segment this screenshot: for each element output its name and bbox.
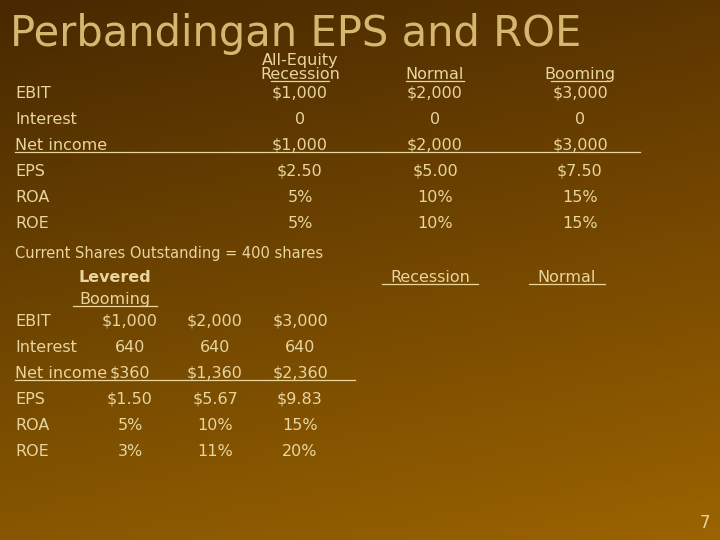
Text: 11%: 11% [197, 444, 233, 459]
Text: Recession: Recession [260, 67, 340, 82]
Text: 640: 640 [285, 340, 315, 355]
Text: $9.83: $9.83 [277, 392, 323, 407]
Text: $1.50: $1.50 [107, 392, 153, 407]
Text: Booming: Booming [544, 67, 616, 82]
Text: All-Equity: All-Equity [261, 53, 338, 68]
Text: 0: 0 [430, 112, 440, 127]
Text: $3,000: $3,000 [272, 314, 328, 329]
Text: $5.67: $5.67 [192, 392, 238, 407]
Text: ROA: ROA [15, 418, 50, 433]
Text: 5%: 5% [117, 418, 143, 433]
Text: Levered: Levered [78, 270, 151, 285]
Text: EBIT: EBIT [15, 86, 50, 101]
Text: 5%: 5% [287, 190, 312, 205]
Text: $2,000: $2,000 [407, 138, 463, 153]
Text: $2,000: $2,000 [187, 314, 243, 329]
Text: Current Shares Outstanding = 400 shares: Current Shares Outstanding = 400 shares [15, 246, 323, 261]
Text: $2.50: $2.50 [277, 164, 323, 179]
Text: Perbandingan EPS and ROE: Perbandingan EPS and ROE [10, 13, 581, 55]
Text: 0: 0 [295, 112, 305, 127]
Text: ROE: ROE [15, 444, 49, 459]
Text: $1,000: $1,000 [272, 86, 328, 101]
Text: Interest: Interest [15, 340, 77, 355]
Text: Net income: Net income [15, 138, 107, 153]
Text: 10%: 10% [197, 418, 233, 433]
Text: Interest: Interest [15, 112, 77, 127]
Text: Normal: Normal [538, 270, 596, 285]
Text: 15%: 15% [562, 216, 598, 231]
Text: EPS: EPS [15, 164, 45, 179]
Text: $1,000: $1,000 [272, 138, 328, 153]
Text: 15%: 15% [562, 190, 598, 205]
Text: EBIT: EBIT [15, 314, 50, 329]
Text: 10%: 10% [417, 216, 453, 231]
Text: Booming: Booming [79, 292, 150, 307]
Text: 10%: 10% [417, 190, 453, 205]
Text: $3,000: $3,000 [552, 138, 608, 153]
Text: $2,000: $2,000 [407, 86, 463, 101]
Text: EPS: EPS [15, 392, 45, 407]
Text: $1,360: $1,360 [187, 366, 243, 381]
Text: Net income: Net income [15, 366, 107, 381]
Text: Recession: Recession [390, 270, 470, 285]
Text: 640: 640 [200, 340, 230, 355]
Text: $7.50: $7.50 [557, 164, 603, 179]
Text: $3,000: $3,000 [552, 86, 608, 101]
Text: 0: 0 [575, 112, 585, 127]
Text: ROE: ROE [15, 216, 49, 231]
Text: 20%: 20% [282, 444, 318, 459]
Text: 640: 640 [114, 340, 145, 355]
Text: $5.00: $5.00 [412, 164, 458, 179]
Text: 5%: 5% [287, 216, 312, 231]
Text: $1,000: $1,000 [102, 314, 158, 329]
Text: $360: $360 [109, 366, 150, 381]
Text: 7: 7 [700, 514, 710, 532]
Text: 15%: 15% [282, 418, 318, 433]
Text: Normal: Normal [406, 67, 464, 82]
Text: ROA: ROA [15, 190, 50, 205]
Text: $2,360: $2,360 [272, 366, 328, 381]
Text: 3%: 3% [117, 444, 143, 459]
